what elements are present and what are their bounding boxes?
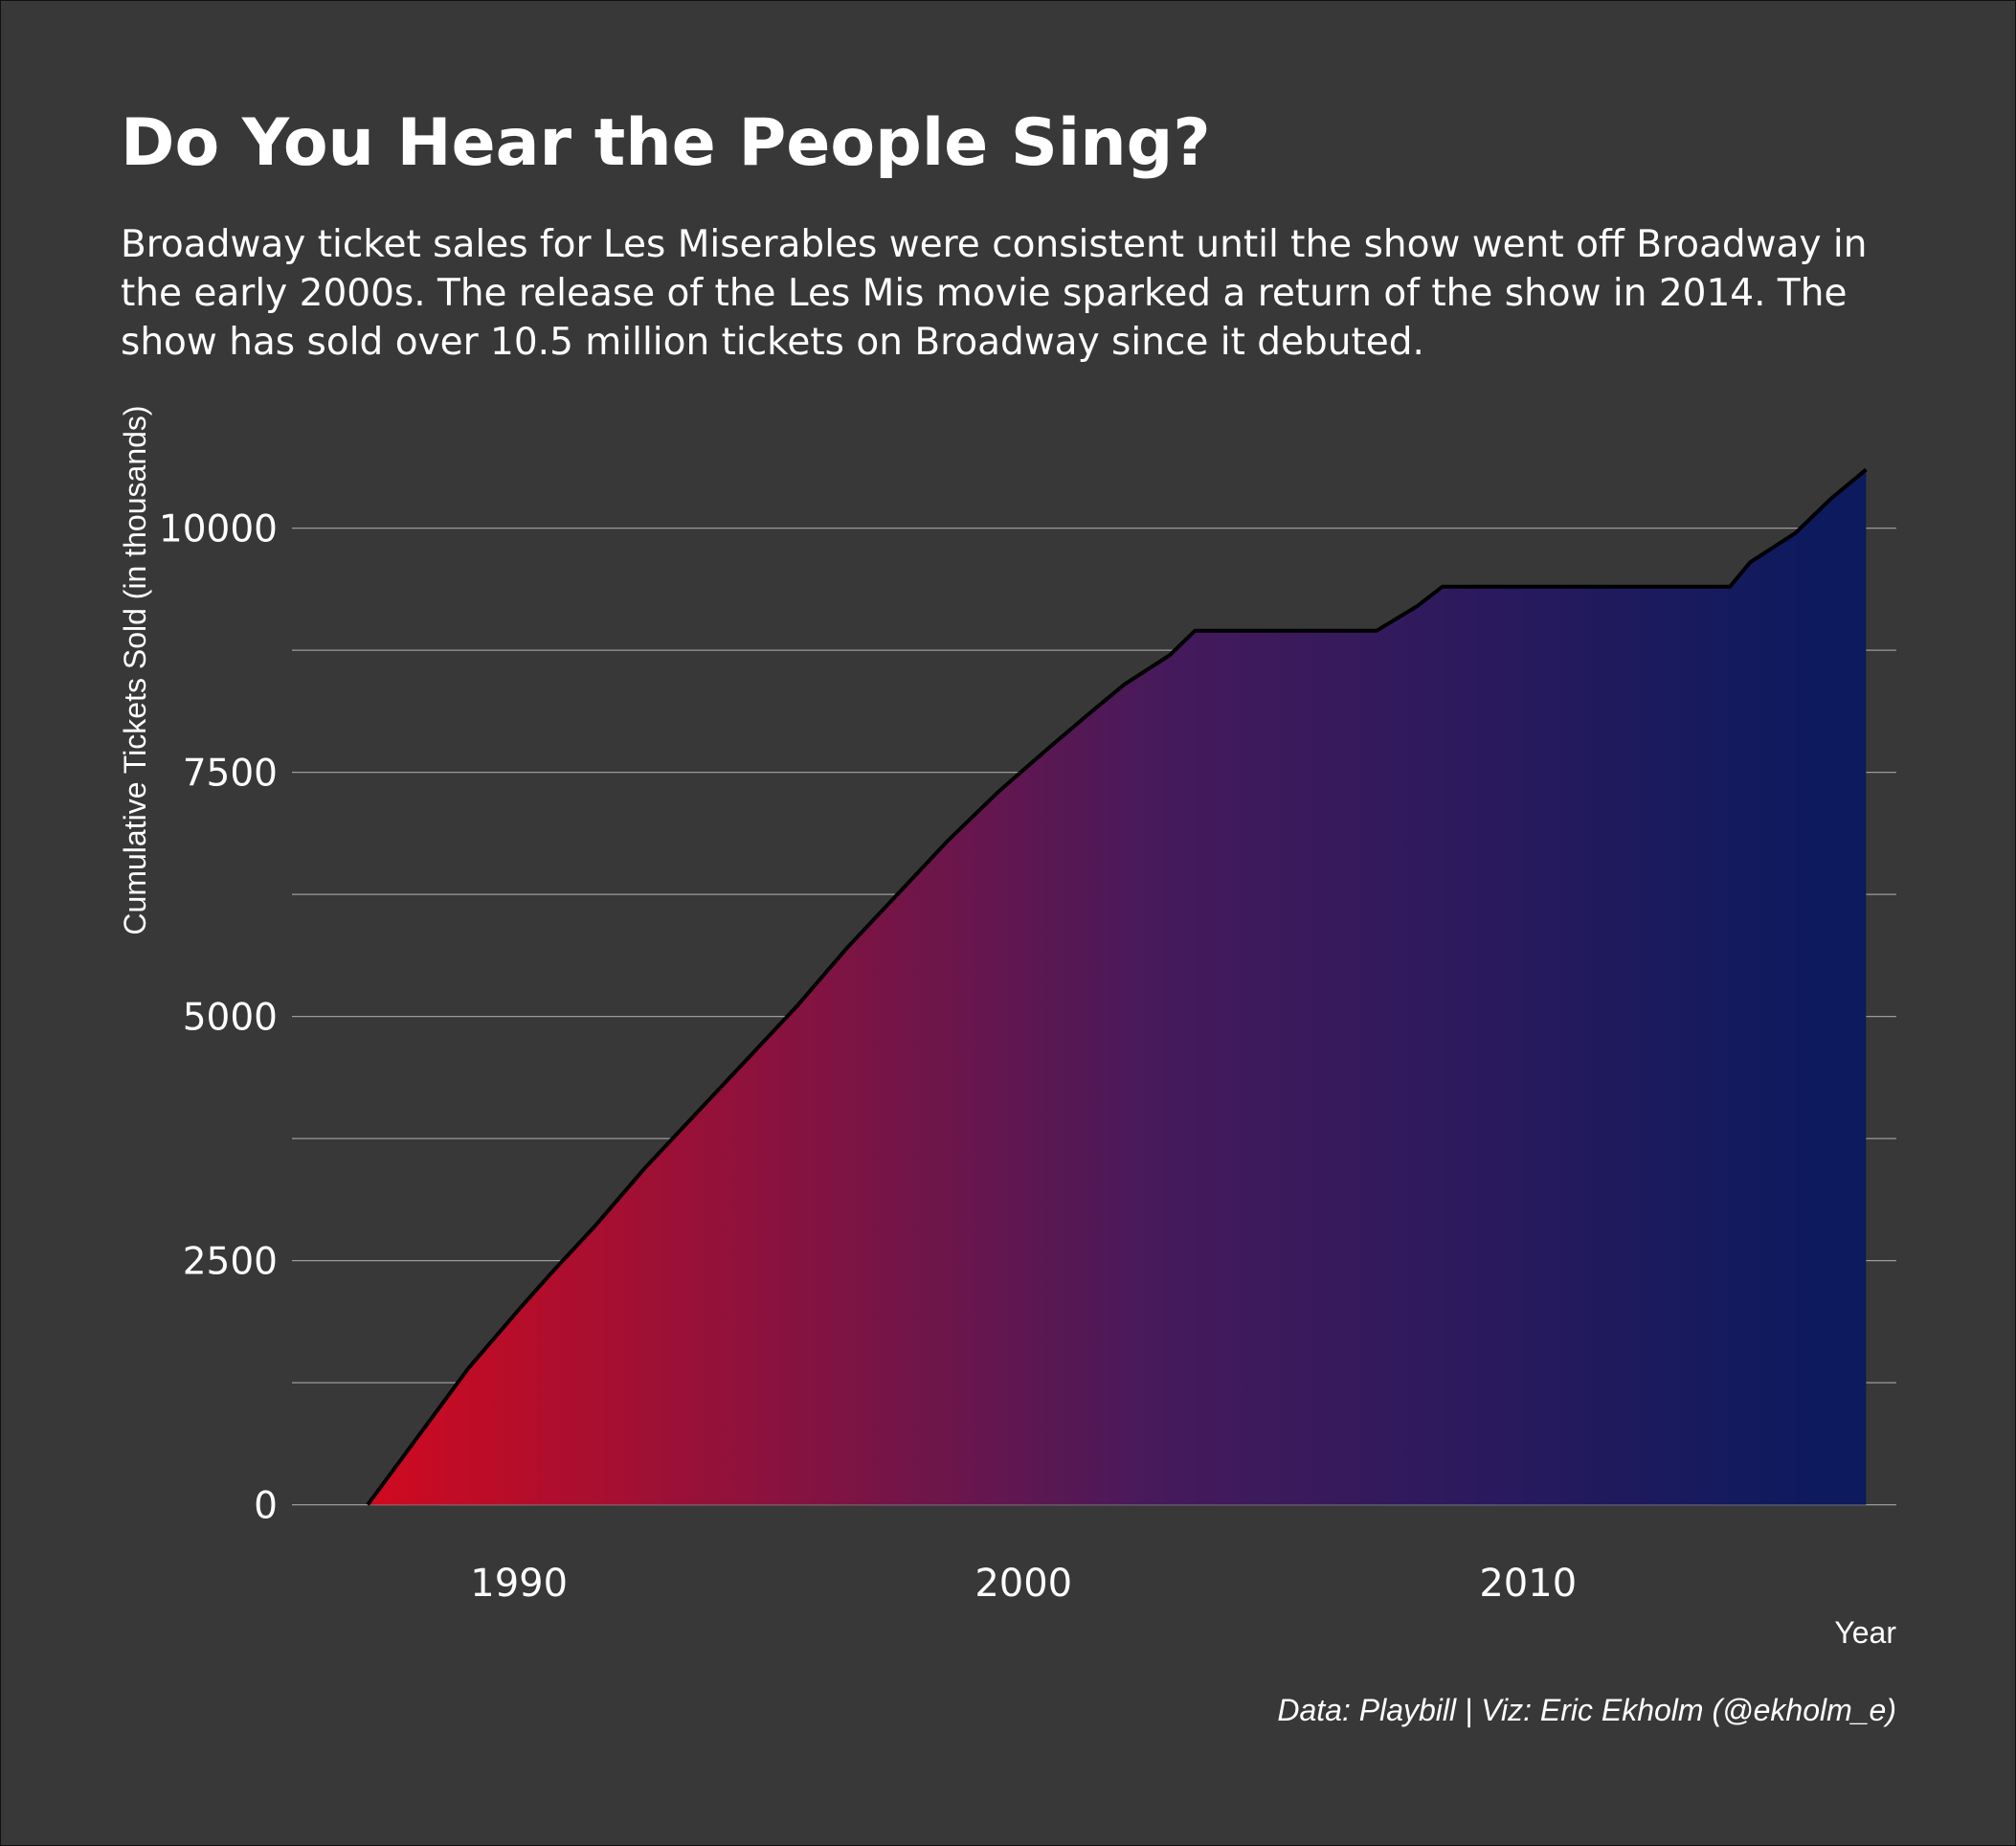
x-tick-label: 1990 [470,1562,568,1606]
chart-caption: Data: Playbill | Viz: Eric Ekholm (@ekho… [1277,1693,1896,1727]
series-line [366,467,1868,1506]
x-tick-label: 2000 [974,1562,1072,1606]
y-axis-label: Cumulative Tickets Sold (in thousands) [118,405,152,934]
y-tick-label: 7500 [183,753,278,796]
x-axis-label: Year [1834,1615,1896,1650]
y-tick-label: 2500 [183,1241,278,1284]
area-fill [368,469,1867,1505]
y-tick-labels: 0 2500 5000 7500 10000 [159,508,278,1528]
y-tick-label: 5000 [183,997,278,1040]
y-tick-label: 10000 [159,508,278,552]
x-tick-label: 2010 [1479,1562,1577,1606]
chart-title: Do You Hear the People Sing? [121,105,1211,181]
chart-subtitle: Broadway ticket sales for Les Miserables… [121,223,1868,364]
y-tick-label: 0 [254,1485,278,1528]
x-tick-labels: 1990 2000 2010 [470,1562,1577,1606]
